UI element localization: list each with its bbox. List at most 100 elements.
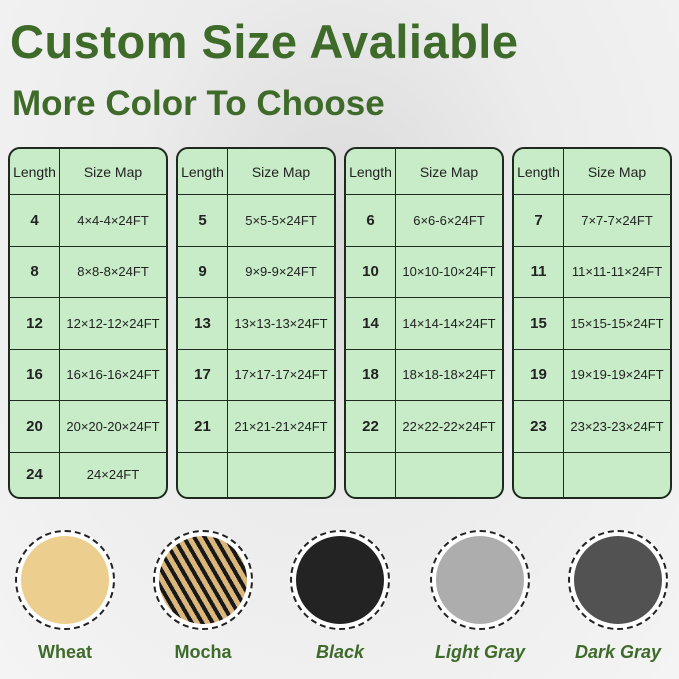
size-map-header: Size Map [587,163,647,180]
size-cell: 4×4-4×24FT [77,212,149,228]
table-row [178,452,334,497]
table-row: 10 10×10-10×24FT [346,246,502,298]
size-cell: 13×13-13×24FT [234,315,328,331]
table-row: 7 7×7-7×24FT [514,194,670,247]
table-row: 18 18×18-18×24FT [346,349,502,401]
size-cell [564,452,670,497]
size-cell [396,452,502,497]
table-row: 4 4×4-4×24FT [10,194,166,247]
length-cell: 4 [10,194,60,246]
color-label: Mocha [174,642,232,662]
length-cell: 8 [10,246,60,297]
size-cell: 5×5-5×24FT [245,212,317,228]
size-cell: 24×24FT [86,467,140,482]
size-map-header: Size Map [419,163,479,180]
table-row: 19 19×19-19×24FT [514,349,670,401]
length-cell: 23 [514,400,564,452]
table-row: 14 14×14-14×24FT [346,297,502,350]
length-cell: 15 [514,297,564,349]
color-swatch-mocha[interactable] [153,530,253,630]
table-row: 23 23×23-23×24FT [514,400,670,453]
size-cell: 18×18-18×24FT [402,367,496,382]
size-cell: 16×16-16×24FT [66,367,160,382]
table-row: 20 20×20-20×24FT [10,400,166,453]
length-cell: 16 [10,349,60,400]
table-row [514,452,670,497]
size-map-header: Size Map [251,163,311,180]
table-row: 21 21×21-21×24FT [178,400,334,453]
length-cell: 7 [514,194,564,246]
table-row: 11 11×11-11×24FT [514,246,670,298]
size-cell: 7×7-7×24FT [581,212,653,228]
length-cell: 5 [178,194,228,246]
size-table: Length Size Map 7 7×7-7×24FT 11 11×11-11×24FT… [512,147,672,499]
color-label: Light Gray [434,642,525,662]
table-header-row: Length Size Map [346,149,502,195]
size-cell: 17×17-17×24FT [234,367,328,382]
length-cell: 10 [346,246,396,297]
length-cell: 18 [346,349,396,400]
size-cell: 9×9-9×24FT [245,264,317,279]
headline-title: Custom Size Avaliable [10,15,519,68]
color-swatch-black[interactable] [290,530,390,630]
size-cell: 8×8-8×24FT [77,264,149,279]
length-cell: 14 [346,297,396,349]
color-label: Wheat [38,642,92,662]
table-header-row: Length Size Map [10,149,166,195]
size-cell: 22×22-22×24FT [402,418,496,434]
table-row: 24 24×24FT [10,452,166,497]
length-cell: 11 [514,246,564,297]
size-map-header: Size Map [83,163,143,180]
table-row: 17 17×17-17×24FT [178,349,334,401]
table-row: 16 16×16-16×24FT [10,349,166,401]
length-cell: 20 [10,400,60,452]
table-row: 15 15×15-15×24FT [514,297,670,350]
length-cell: 12 [10,297,60,349]
length-cell [346,452,396,497]
length-cell: 13 [178,297,228,349]
size-cell [228,452,334,497]
color-label: Dark Gray [574,642,662,662]
size-table: Length Size Map 5 5×5-5×24FT 9 9×9-9×24FT 13 13… [176,147,336,499]
length-header: Length [514,149,564,194]
color-label: Black [315,642,365,662]
headline-subtitle: More Color To Choose [12,84,385,123]
length-cell [178,452,228,497]
table-header-row: Length Size Map [514,149,670,195]
length-cell: 22 [346,400,396,452]
size-cell: 10×10-10×24FT [402,264,496,279]
length-cell: 19 [514,349,564,400]
size-cell: 11×11-11×24FT [571,264,663,279]
size-cell: 20×20-20×24FT [66,418,160,434]
table-row: 8 8×8-8×24FT [10,246,166,298]
size-table: Length Size Map 4 4×4-4×24FT 8 8×8-8×24FT 12 12… [8,147,168,499]
size-table: Length Size Map 6 6×6-6×24FT 10 10×10-10×24FT… [344,147,504,499]
length-header: Length [346,149,396,194]
table-row: 6 6×6-6×24FT [346,194,502,247]
length-cell: 6 [346,194,396,246]
length-cell: 17 [178,349,228,400]
color-swatch-wheat[interactable] [15,530,115,630]
table-row: 13 13×13-13×24FT [178,297,334,350]
size-cell: 15×15-15×24FT [570,315,664,331]
length-header: Length [178,149,228,194]
length-cell: 9 [178,246,228,297]
size-cell: 12×12-12×24FT [66,315,160,331]
size-cell: 21×21-21×24FT [234,418,328,434]
table-row [346,452,502,497]
size-cell: 23×23-23×24FT [570,418,664,434]
table-row: 5 5×5-5×24FT [178,194,334,247]
color-swatch-dark-gray[interactable] [568,530,668,630]
color-swatch-light-gray[interactable] [430,530,530,630]
table-header-row: Length Size Map [178,149,334,195]
size-cell: 6×6-6×24FT [413,212,485,228]
size-cell: 19×19-19×24FT [570,367,664,382]
table-row: 9 9×9-9×24FT [178,246,334,298]
length-cell [514,452,564,497]
table-row: 22 22×22-22×24FT [346,400,502,453]
size-cell: 14×14-14×24FT [402,315,496,331]
length-cell: 21 [178,400,228,452]
length-cell: 24 [10,452,60,497]
table-row: 12 12×12-12×24FT [10,297,166,350]
length-header: Length [10,149,60,194]
